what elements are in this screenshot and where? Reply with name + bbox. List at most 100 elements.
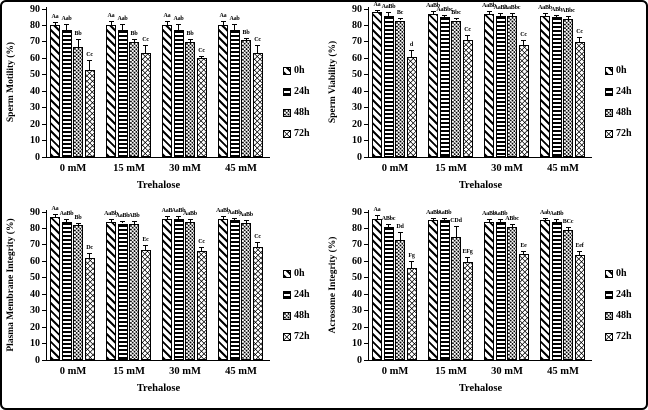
- y-tick-label: 50: [30, 69, 40, 81]
- x-axis-title: Trehalose: [136, 180, 181, 191]
- category-label: 15 mM: [113, 163, 145, 174]
- y-tick-mark: [42, 277, 46, 279]
- y-tick-mark: [42, 227, 46, 229]
- bar: [140, 53, 151, 157]
- y-tick-label: 70: [352, 239, 362, 251]
- error-bar-cap: [187, 219, 193, 221]
- error-bar-cap: [442, 14, 447, 16]
- bar-label: Cc: [254, 37, 261, 44]
- bar-label: AaBb: [216, 208, 230, 215]
- y-tick-mark: [364, 326, 368, 328]
- error-bar-cap: [577, 36, 582, 38]
- legend-item: 48h: [283, 107, 323, 119]
- category-label: 45 mM: [547, 163, 579, 174]
- bar: [106, 221, 116, 360]
- bar: [439, 220, 450, 360]
- bar: [129, 224, 139, 360]
- error-bar: [89, 59, 90, 70]
- y-tick-mark: [364, 277, 368, 279]
- category-label: 0 mM: [59, 163, 87, 174]
- legend-item: 72h: [605, 128, 645, 140]
- bar-label: Aa: [51, 14, 59, 21]
- bar: [551, 221, 562, 360]
- bar: [451, 20, 461, 157]
- error-bar-cap: [52, 22, 58, 24]
- bar-label: AaBb: [493, 211, 508, 218]
- y-tick-label: 60: [352, 52, 362, 64]
- bar-label: ABb: [550, 6, 563, 13]
- y-tick-mark: [42, 211, 46, 213]
- y-tick-label: 20: [30, 321, 40, 333]
- legend-item: 24h: [605, 289, 645, 301]
- y-tick-mark: [364, 123, 368, 125]
- bar: [117, 30, 128, 157]
- category-label: 0 mM: [381, 366, 409, 377]
- error-bar: [166, 21, 168, 26]
- error-bar: [500, 13, 501, 16]
- error-bar: [488, 11, 490, 14]
- category-label: 0 mM: [59, 366, 87, 377]
- legend-marker-0h: [605, 67, 613, 75]
- error-bar-cap: [453, 225, 459, 227]
- bar-label: AaB: [161, 208, 173, 215]
- bar: [229, 220, 240, 360]
- legend-label: 72h: [294, 128, 310, 139]
- bar-label: AaBb: [239, 212, 253, 219]
- bar-label: Aab: [173, 15, 184, 22]
- bar: [252, 246, 263, 360]
- error-bar-cap: [565, 226, 571, 228]
- bar-label: AaBb: [104, 211, 118, 218]
- bar: [117, 223, 128, 360]
- error-bar-cap: [255, 45, 260, 47]
- y-tick-mark: [364, 310, 368, 312]
- bar-label: Aa: [163, 13, 171, 20]
- bar: [551, 17, 562, 157]
- bar-label: Bb: [186, 30, 194, 37]
- y-tick-label: 40: [352, 85, 362, 97]
- bar: [84, 69, 95, 157]
- legend-marker-0h: [283, 67, 291, 75]
- error-bar-cap: [220, 216, 226, 218]
- error-bar: [245, 220, 247, 223]
- error-bar: [567, 226, 569, 231]
- bar: [372, 12, 382, 157]
- category-label: 0 mM: [381, 163, 409, 174]
- legend-marker-48h: [283, 109, 291, 117]
- error-bar: [467, 257, 468, 263]
- error-bar-cap: [486, 219, 492, 221]
- bar: [439, 17, 450, 157]
- error-bar-cap: [64, 219, 69, 221]
- error-bar: [523, 250, 524, 254]
- error-bar-cap: [542, 217, 548, 219]
- legend-marker-72h: [283, 333, 291, 341]
- bar-label: AaBb: [437, 209, 452, 216]
- category-label: 45 mM: [547, 366, 579, 377]
- y-tick-label: 20: [30, 118, 40, 130]
- error-bar: [544, 217, 546, 221]
- legend-item: 24h: [605, 86, 645, 98]
- y-tick-label: 40: [352, 288, 362, 300]
- bar-label: Aa: [107, 13, 115, 20]
- category-label: 30 mM: [491, 366, 523, 377]
- y-tick-label: 90: [30, 3, 40, 15]
- error-bar: [245, 37, 247, 41]
- y-tick-mark: [42, 74, 46, 76]
- error-bar-cap: [243, 37, 249, 39]
- y-axis-line: [46, 7, 47, 157]
- y-tick-mark: [364, 57, 368, 59]
- error-bar: [544, 13, 546, 16]
- bar: [218, 25, 228, 157]
- bar-label: ABb: [128, 213, 140, 220]
- error-bar: [89, 253, 90, 259]
- bar-label: Fg: [408, 253, 415, 260]
- error-bar-cap: [509, 223, 515, 225]
- bar: [507, 226, 517, 360]
- bar-label: Cc: [198, 238, 205, 245]
- error-bar-cap: [397, 231, 403, 233]
- category-label: 15 mM: [435, 366, 467, 377]
- bar: [395, 20, 405, 157]
- legend-marker-72h: [283, 130, 291, 138]
- y-tick-mark: [364, 107, 368, 109]
- bar: [196, 58, 207, 157]
- bar: [173, 218, 184, 360]
